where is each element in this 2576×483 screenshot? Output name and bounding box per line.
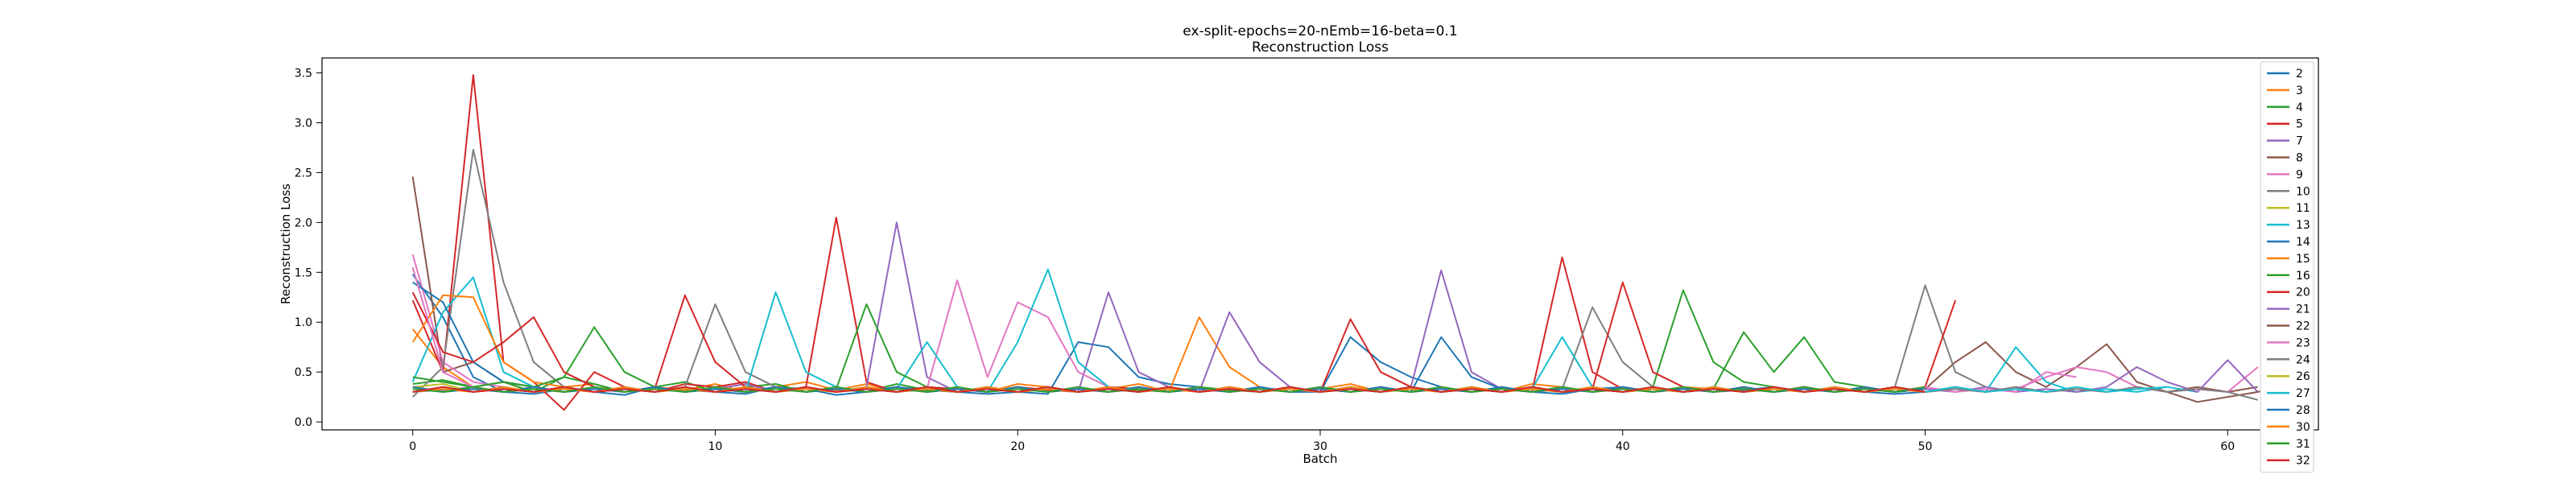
legend-label: 10	[2296, 185, 2310, 198]
y-tick-label: 1.0	[295, 316, 312, 329]
legend-label: 5	[2296, 118, 2303, 131]
chart-subtitle: Reconstruction Loss	[1252, 39, 1389, 56]
series-line-23	[411, 266, 2077, 393]
legend-label: 24	[2296, 353, 2310, 366]
legend-box	[2260, 61, 2314, 473]
series-line-4	[412, 289, 1926, 393]
legend-label: 4	[2296, 101, 2303, 114]
legend: 2345789101113141516202122232426272830313…	[2260, 61, 2314, 473]
series-line-9	[411, 254, 2259, 393]
y-tick-label: 3.0	[295, 118, 312, 130]
legend-label: 20	[2296, 287, 2310, 299]
legend-label: 26	[2296, 370, 2310, 383]
y-axis-label: Reconstruction Loss	[279, 184, 293, 304]
legend-label: 15	[2296, 253, 2310, 266]
y-tick-label: 3.5	[295, 68, 312, 80]
x-tick-label: 40	[1616, 440, 1630, 453]
legend-label: 2	[2296, 68, 2303, 80]
legend-label: 9	[2296, 168, 2303, 181]
series-line-14	[412, 281, 1926, 393]
x-tick-label: 20	[1010, 440, 1025, 453]
y-tick-label: 0.0	[295, 416, 312, 429]
series-line-20	[411, 281, 1957, 393]
series-line-10	[411, 149, 2017, 398]
y-tick-label: 2.0	[295, 217, 312, 229]
legend-label: 7	[2296, 135, 2303, 148]
legend-label: 32	[2296, 455, 2310, 468]
legend-label: 13	[2296, 219, 2310, 232]
series-line-3	[411, 316, 1926, 393]
y-tick-label: 2.5	[295, 167, 312, 180]
x-tick-label: 50	[1918, 440, 1933, 453]
y-axis-ticks: 0.0 0.5 1.0 1.5 2.0 2.5 3.0 3.5	[295, 68, 322, 429]
x-axis-ticks: 0 10 20 30 40 50 60	[409, 430, 2235, 453]
chart-title: ex-split-epochs=20-nEmb=16-beta=0.1	[1183, 23, 1457, 39]
legend-label: 30	[2296, 421, 2310, 434]
x-tick-label: 60	[2220, 440, 2235, 453]
plot-lines	[411, 74, 2289, 411]
series-line-5	[411, 74, 1926, 411]
legend-label: 23	[2296, 336, 2310, 349]
series-line-7	[412, 221, 1926, 393]
x-tick-label: 30	[1313, 440, 1327, 453]
y-tick-label: 1.5	[295, 266, 312, 279]
legend-label: 14	[2296, 236, 2310, 249]
legend-label: 31	[2296, 438, 2310, 451]
series-line-15	[411, 294, 1926, 393]
plot-frame	[321, 57, 2319, 431]
series-line-32	[412, 386, 1926, 393]
x-tick-label: 10	[708, 440, 723, 453]
x-tick-label: 0	[409, 440, 416, 453]
legend-label: 21	[2296, 303, 2310, 316]
legend-label: 22	[2296, 320, 2310, 333]
legend-label: 3	[2296, 85, 2303, 97]
legend-label: 16	[2296, 270, 2310, 283]
legend-label: 8	[2296, 152, 2303, 165]
y-tick-label: 0.5	[295, 366, 312, 379]
legend-label: 11	[2296, 202, 2310, 215]
series-line-2	[411, 274, 1926, 396]
x-axis-label: Batch	[1302, 452, 1337, 466]
legend-label: 28	[2296, 404, 2310, 417]
legend-label: 27	[2296, 387, 2310, 400]
series-line-8	[411, 176, 2258, 393]
series-line-16	[412, 303, 1926, 393]
